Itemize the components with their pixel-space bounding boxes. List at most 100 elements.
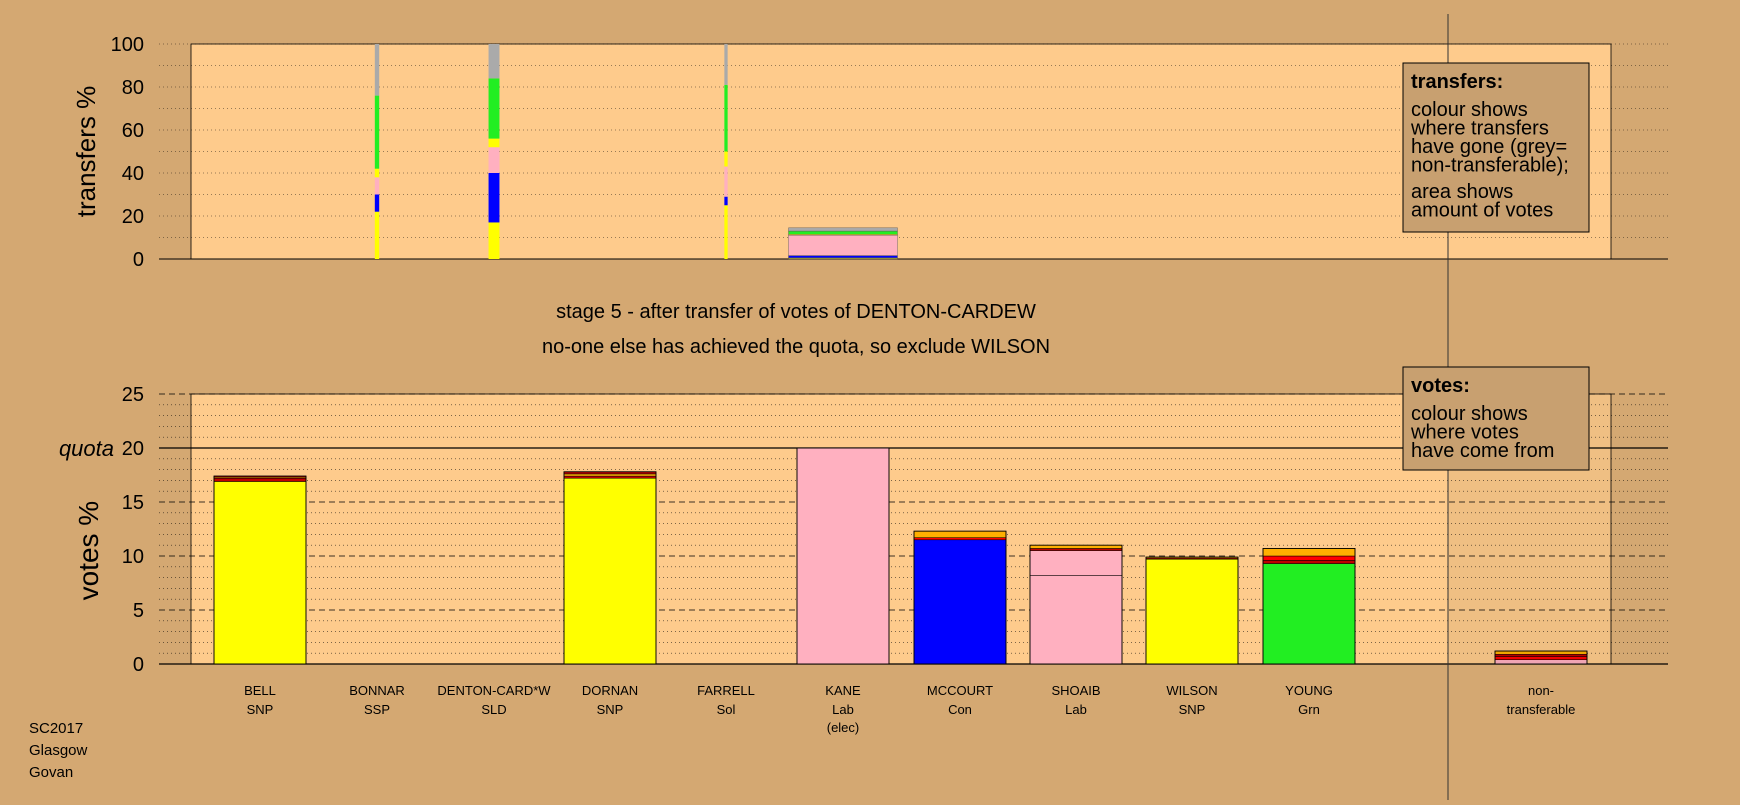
votes-bar-kane [796, 447, 890, 665]
vote-segment [1262, 560, 1356, 564]
candidate-name-label: FARRELL [697, 683, 755, 698]
transfers-y-tick-label: 100 [111, 34, 144, 56]
votes-legend-text: where votes [1410, 422, 1519, 444]
vote-segment [213, 477, 307, 482]
transfers-chart: 0 20 40 60 80 100 transfers % [71, 34, 1668, 271]
transfer-segment [488, 138, 500, 148]
transfers-y-tick-label: 80 [122, 77, 144, 99]
candidate-party-label: SSP [364, 702, 390, 717]
vote-bar-outline [213, 475, 307, 665]
transfers-legend-text: area shows [1411, 181, 1513, 203]
transfer-segment [788, 234, 898, 256]
candidate-party-label: Grn [1298, 702, 1320, 717]
votes-bar-young [1262, 547, 1356, 665]
vote-bar-outline [1145, 556, 1239, 665]
transfers-y-tick-label: 40 [122, 163, 144, 185]
votes-legend-text: have come from [1411, 440, 1554, 462]
transfer-segment [724, 44, 728, 85]
vote-segment [563, 477, 657, 665]
transfer-segment [374, 211, 380, 216]
candidate-name-label: YOUNG [1285, 683, 1333, 698]
candidate-name-label: KANE [825, 683, 861, 698]
vote-segment [563, 473, 657, 477]
votes-legend-text: colour shows [1411, 403, 1528, 425]
vote-segment [796, 447, 890, 665]
transfers-y-tick-label: 60 [122, 120, 144, 142]
votes-bar-shoaib [1029, 544, 1123, 665]
vote-segment [1262, 548, 1356, 557]
votes-y-tick-label: 20 [122, 438, 144, 460]
transfers-y-tick-label: 20 [122, 206, 144, 228]
transfer-segment [374, 168, 380, 178]
vote-segment [563, 475, 657, 479]
votes-y-tick-label: 15 [122, 492, 144, 514]
vote-segment [1262, 563, 1356, 665]
candidate-party-label: SNP [1179, 702, 1206, 717]
vote-segment [1029, 544, 1123, 549]
stage-title-line1: stage 5 - after transfer of votes of DEN… [556, 301, 1036, 323]
vote-segment [913, 530, 1007, 538]
vote-segment [1262, 555, 1356, 561]
candidate-party-label: SNP [597, 702, 624, 717]
election-footer: SC2017 Glasgow Govan [29, 718, 87, 784]
candidate-party-label: Lab [832, 702, 854, 717]
candidate-party-label: SLD [481, 702, 506, 717]
transfer-segment [724, 166, 728, 197]
transfer-segment [374, 216, 380, 259]
stage-title-line2: no-one else has achieved the quota, so e… [542, 336, 1050, 358]
footer-council: Glasgow [29, 742, 88, 759]
transfer-segment [488, 44, 500, 79]
transfer-segment [374, 44, 380, 96]
transfer-segment [788, 230, 898, 235]
footer-election: SC2017 [29, 720, 84, 737]
transfers-legend-text: non-transferable); [1411, 155, 1569, 177]
candidate-name-label: DENTON-CARD*W [437, 683, 551, 698]
votes-plot-area [190, 393, 1612, 665]
candidate-name-label: WILSON [1166, 683, 1217, 698]
transfer-segment [724, 205, 728, 259]
transfer-segment [788, 255, 898, 258]
votes-legend-title: votes: [1411, 375, 1470, 397]
stage-text: stage 5 - after transfer of votes of DEN… [542, 301, 1050, 358]
transfer-segment [374, 194, 380, 212]
candidate-party-label: Con [948, 702, 972, 717]
transfer-segment [374, 95, 380, 169]
quota-label: quota [59, 436, 114, 461]
candidate-name-label: DORNAN [582, 683, 638, 698]
candidate-party-label: Sol [717, 702, 736, 717]
votes-legend-box [1402, 366, 1590, 471]
transfer-column-bonnar [374, 44, 380, 259]
vote-bar-outline [1494, 650, 1588, 665]
footer-ward: Govan [29, 764, 74, 781]
vote-segment [1145, 558, 1239, 665]
transfers-legend-text: where transfers [1410, 118, 1549, 140]
transfer-segment [488, 78, 500, 139]
transfers-legend-text: have gone (grey= [1411, 136, 1567, 158]
vote-bar-outline [563, 471, 657, 665]
candidate-party-label: transferable [1507, 702, 1576, 717]
transfer-column-kane [788, 227, 898, 260]
votes-y-axis-label: votes % [73, 501, 104, 601]
transfer-segment [488, 173, 500, 223]
votes-y-tick-label: 25 [122, 384, 144, 406]
votes-bar-nontransferable [1494, 650, 1588, 665]
transfer-segment [788, 227, 898, 232]
votes-y-tick-label: 10 [122, 546, 144, 568]
transfers-legend-title: transfers: [1411, 71, 1503, 93]
votes-y-tick-label: 0 [133, 654, 144, 676]
vote-bar-outline [1262, 547, 1356, 665]
transfer-segment [488, 222, 500, 259]
transfer-segment [488, 147, 500, 173]
vote-bar-outline [796, 447, 890, 665]
votes-bar-bell [213, 475, 307, 665]
transfer-segment [374, 177, 380, 195]
transfers-y-tick-label: 0 [133, 249, 144, 271]
votes-bar-wilson [1145, 556, 1239, 665]
candidate-name-label: BONNAR [349, 683, 405, 698]
transfers-y-axis-label: transfers % [71, 86, 101, 218]
vote-segment [1029, 550, 1123, 576]
